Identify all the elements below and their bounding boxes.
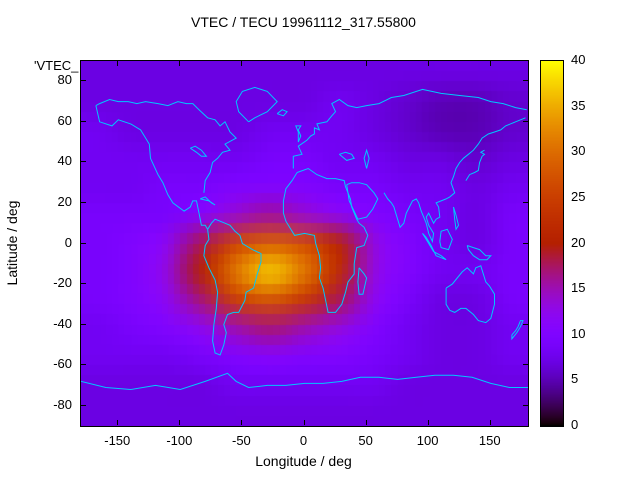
y-tick-mark [523,120,528,122]
y-tick-label: -40 [53,315,72,331]
y-tick-mark [81,80,86,82]
stray-label: 'VTEC_ [34,58,79,73]
colorbar-tick-label: 10 [571,325,586,341]
x-tick-label: -50 [232,433,251,448]
y-tick-mark [81,323,86,325]
y-tick-mark [523,242,528,244]
y-tick-mark [523,323,528,325]
x-tick-label: 0 [299,433,308,448]
x-tick-mark [489,420,491,425]
y-tick-mark [523,404,528,406]
heatmap-canvas [80,60,529,427]
x-tick-mark [489,61,491,66]
colorbar-tick-label: 40 [571,52,586,67]
y-tick-mark [81,120,86,122]
colorbar-tick-label: 30 [571,143,586,159]
y-tick-mark [523,283,528,285]
x-tick-label: 100 [416,433,439,448]
x-tick-mark [365,420,367,425]
y-tick-mark [523,80,528,82]
y-tick-mark [81,201,86,203]
colorbar [540,60,564,427]
x-tick-label: 150 [478,433,501,448]
y-tick-mark [523,161,528,163]
y-tick-label: 80 [57,72,72,88]
y-tick-label: 20 [57,193,72,209]
y-tick-label: 60 [57,112,72,128]
x-tick-label: -100 [166,433,193,448]
y-tick-mark [81,161,86,163]
x-tick-mark [117,420,119,425]
x-tick-label: -150 [104,433,131,448]
y-tick-label: -60 [53,356,72,372]
x-tick-mark [179,61,181,66]
y-tick-mark [81,364,86,366]
x-tick-mark [117,61,119,66]
x-tick-mark [365,61,367,66]
x-tick-mark [303,420,305,425]
x-tick-mark [179,420,181,425]
y-tick-mark [81,404,86,406]
y-tick-label: -80 [53,396,72,412]
colorbar-tick-label: 0 [571,417,579,432]
x-tick-mark [303,61,305,66]
colorbar-tick-label: 20 [571,234,586,250]
y-tick-mark [523,364,528,366]
chart-title: VTEC / TECU 19961112_317.55800 [191,14,416,30]
y-tick-label: 40 [57,153,72,169]
x-tick-mark [427,61,429,66]
colorbar-tick-label: 15 [571,280,586,296]
colorbar-tick-label: 5 [571,371,579,387]
x-tick-mark [427,420,429,425]
y-tick-mark [81,283,86,285]
x-tick-label: 50 [358,433,373,448]
x-axis-label: Longitude / deg [255,453,352,469]
y-tick-mark [523,201,528,203]
x-tick-mark [241,420,243,425]
y-tick-label: -20 [53,275,72,291]
x-tick-mark [241,61,243,66]
y-tick-label: 0 [64,234,72,250]
y-axis-label: Latitude / deg [4,200,20,286]
y-tick-mark [81,242,86,244]
colorbar-tick-label: 25 [571,188,586,204]
colorbar-tick-label: 35 [571,97,586,113]
